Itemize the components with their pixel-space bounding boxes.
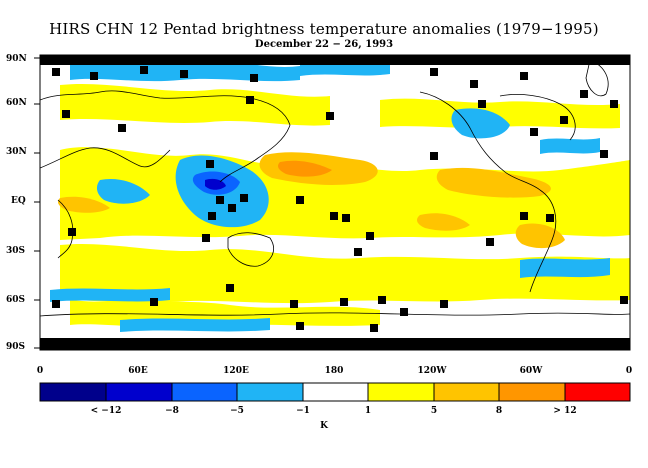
coastlines — [40, 59, 630, 317]
colorbar-swatch-8 — [499, 383, 565, 401]
lat-label-90n: 90N — [6, 54, 27, 64]
lon-label-180: 180 — [324, 366, 344, 376]
colorbar-swatch-3 — [172, 383, 237, 401]
lat-label-eq: EQ — [11, 196, 26, 206]
colorbar-label-1: < −12 — [90, 406, 122, 416]
colorbar-swatch-9 — [565, 383, 630, 401]
lat-label-30n: 30N — [6, 147, 27, 157]
colorbar-swatch-5 — [303, 383, 368, 401]
lon-label-0-east: 0 — [625, 366, 633, 376]
lat-label-30s: 30S — [6, 246, 26, 256]
lat-ticks — [34, 57, 40, 349]
colorbar-label-8: > 12 — [553, 406, 577, 416]
colorbar-label-6: 5 — [430, 406, 438, 416]
colorbar-label-7: 8 — [495, 406, 503, 416]
lon-label-60e: 60E — [128, 366, 148, 376]
warm-anomaly-region — [58, 152, 565, 249]
map-date-subtitle: December 22 − 26, 1993 — [254, 39, 394, 50]
colorbar-unit: K — [320, 421, 328, 431]
anomaly-field — [40, 55, 630, 350]
colorbar-label-4: −1 — [296, 406, 310, 416]
missing-data-blocks — [40, 55, 630, 350]
colorbar-swatch-2 — [106, 383, 172, 401]
lon-label-0: 0 — [36, 366, 44, 376]
lon-label-120w: 120W — [417, 366, 447, 376]
colorbar-frame — [39, 382, 631, 402]
lat-label-90s: 90S — [6, 342, 26, 352]
lon-label-120e: 120E — [223, 366, 249, 376]
colorbar-label-2: −8 — [165, 406, 179, 416]
map-title: HIRS CHN 12 Pentad brightness temperatur… — [49, 20, 599, 38]
colorbar-swatch-4 — [237, 383, 303, 401]
colorbar-swatch-7 — [434, 383, 499, 401]
colorbar-swatch-6 — [368, 383, 434, 401]
lat-label-60n: 60N — [6, 98, 27, 108]
lat-label-60s: 60S — [6, 295, 26, 305]
lon-label-60w: 60W — [519, 366, 543, 376]
colorbar — [39, 382, 631, 402]
colorbar-swatch-1 — [40, 383, 106, 401]
colorbar-label-3: −5 — [230, 406, 244, 416]
colorbar-label-5: 1 — [364, 406, 372, 416]
